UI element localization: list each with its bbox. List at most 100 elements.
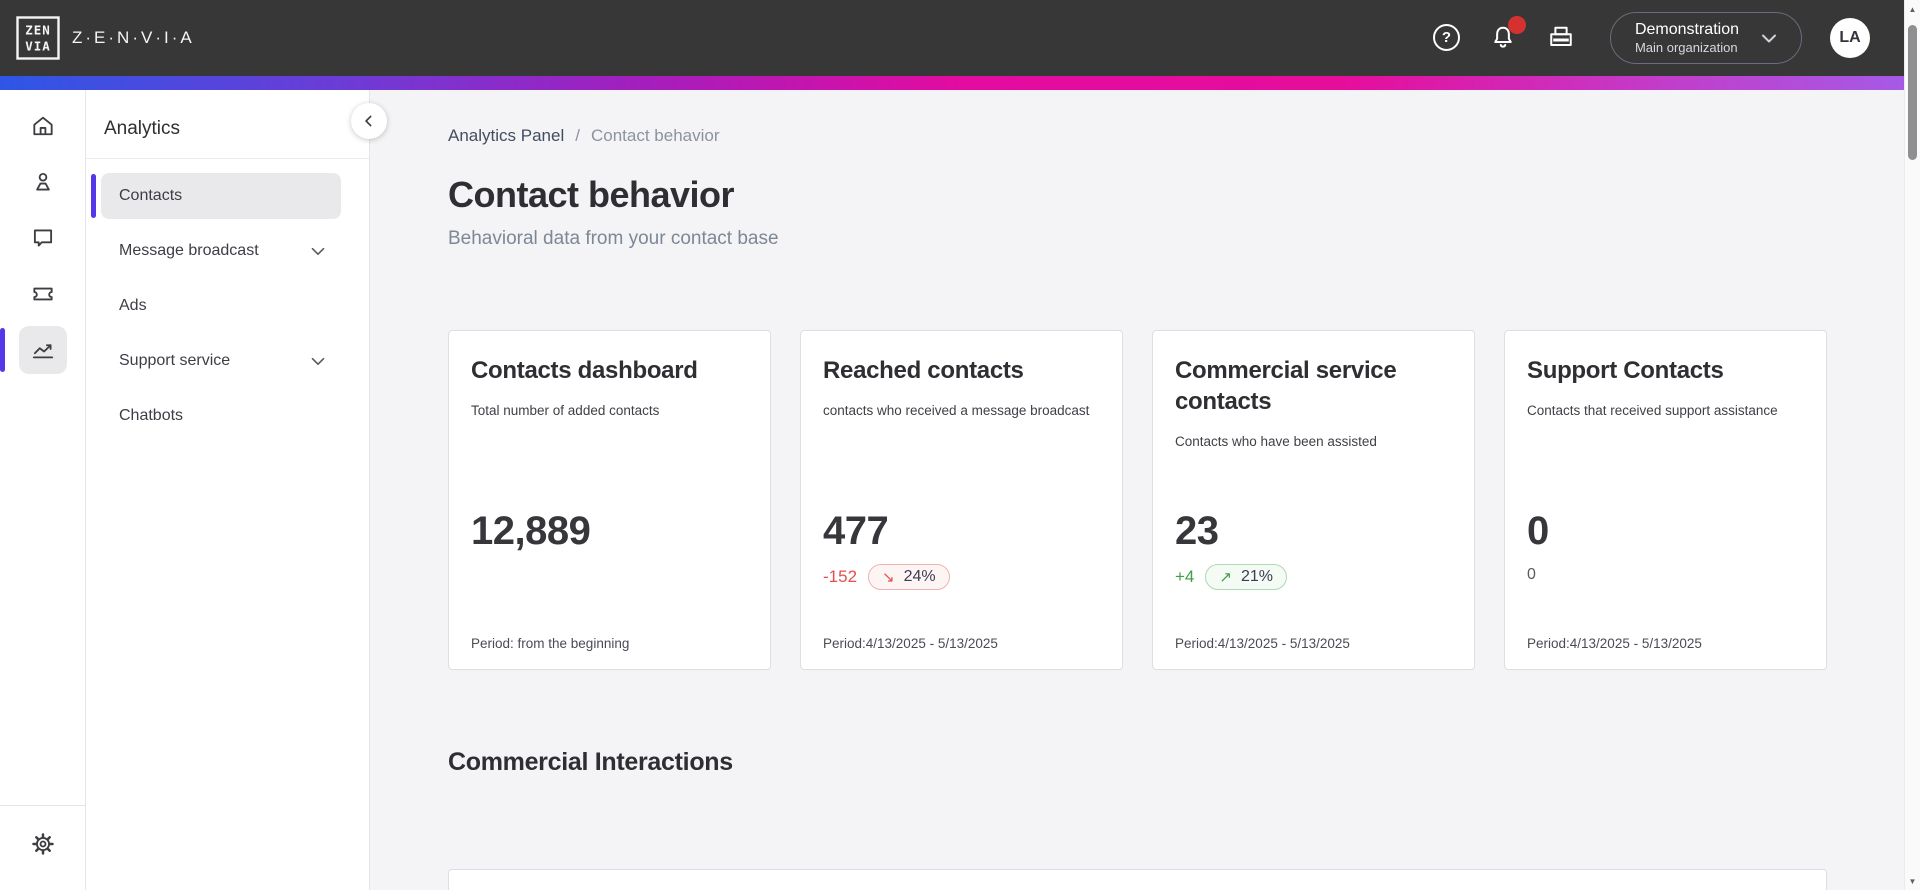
delta-value: 0 xyxy=(1527,566,1536,583)
scroll-up-arrow[interactable]: ▲ xyxy=(1908,5,1917,14)
trend-percent: 24% xyxy=(903,568,936,585)
rail-divider xyxy=(0,805,85,806)
printer-icon xyxy=(1546,23,1576,53)
stat-cards-row: Contacts dashboard Total number of added… xyxy=(448,330,1920,670)
trend-down-arrow-icon: ↘ xyxy=(882,569,895,586)
selected-accent-bar xyxy=(0,328,5,372)
card-title: Contacts dashboard xyxy=(471,357,698,384)
help-button[interactable]: ? xyxy=(1432,24,1460,52)
trend-badge-down: ↘ 24% xyxy=(868,564,950,590)
sidebar-item-label: Ads xyxy=(119,297,147,314)
chat-bubble-icon xyxy=(30,225,56,251)
card-description: contacts who received a message broadcas… xyxy=(823,403,1090,419)
organization-selector[interactable]: Demonstration Main organization xyxy=(1609,11,1802,65)
breadcrumb-current: Contact behavior xyxy=(590,126,720,145)
card-delta-row: -152 ↘ 24% xyxy=(823,564,1100,590)
svg-text:VIA: VIA xyxy=(25,39,51,54)
gear-icon xyxy=(30,831,56,857)
card-title: Support Contacts xyxy=(1527,357,1724,384)
card-title: Commercial service contacts xyxy=(1175,357,1397,416)
sidebar-collapse-button[interactable] xyxy=(351,103,387,139)
scroll-down-arrow[interactable]: ▼ xyxy=(1908,877,1917,886)
trend-percent: 21% xyxy=(1240,568,1273,585)
help-icon: ? xyxy=(1432,24,1460,52)
sidebar-item-support-service[interactable]: Support service xyxy=(101,338,341,384)
organization-subtitle: Main organization xyxy=(1634,39,1738,55)
sidebar-item-ads[interactable]: Ads xyxy=(101,283,341,329)
settings-button[interactable] xyxy=(19,820,67,868)
breadcrumb: Analytics Panel / Contact behavior xyxy=(448,126,1920,146)
trend-badge-up: ↗ 21% xyxy=(1205,564,1287,590)
card-contacts-dashboard: Contacts dashboard Total number of added… xyxy=(448,330,771,670)
card-period: Period:4/13/2025 - 5/13/2025 xyxy=(1175,636,1350,651)
main-content: Analytics Panel / Contact behavior Conta… xyxy=(370,90,1920,890)
scrollbar-thumb[interactable] xyxy=(1908,25,1917,160)
gradient-accent-bar xyxy=(0,76,1920,90)
rail-item-home[interactable] xyxy=(19,102,67,150)
card-description: Total number of added contacts xyxy=(471,403,660,419)
card-value: 0 xyxy=(1527,509,1549,553)
brand: ZEN VIA Z·E·N·V·I·A xyxy=(16,16,195,60)
card-support-contacts: Support Contacts Contacts that received … xyxy=(1504,330,1827,670)
card-period: Period:4/13/2025 - 5/13/2025 xyxy=(1527,636,1702,651)
card-value: 477 xyxy=(823,509,889,553)
card-commercial-service-contacts: Commercial service contacts Contacts who… xyxy=(1152,330,1475,670)
avatar[interactable]: LA xyxy=(1830,17,1870,58)
sidebar-item-contacts[interactable]: Contacts xyxy=(91,173,341,219)
top-header: ZEN VIA Z·E·N·V·I·A ? xyxy=(0,0,1920,76)
card-title: Reached contacts xyxy=(823,357,1024,384)
breadcrumb-analytics-panel[interactable]: Analytics Panel xyxy=(448,126,565,145)
svg-text:ZEN: ZEN xyxy=(25,23,51,38)
sidebar-item-label: Chatbots xyxy=(119,407,184,424)
rail-item-contacts[interactable] xyxy=(19,158,67,206)
home-icon xyxy=(30,113,56,139)
notification-badge xyxy=(1507,15,1526,34)
sidebar-divider xyxy=(86,158,369,159)
organization-name: Demonstration xyxy=(1634,20,1739,38)
person-icon xyxy=(30,169,56,195)
card-description: Contacts who have been assisted xyxy=(1175,434,1377,450)
card-value: 23 xyxy=(1175,509,1219,553)
zenvia-logo-icon: ZEN VIA xyxy=(16,16,60,60)
commercial-interactions-panel xyxy=(448,869,1827,890)
sidebar-item-label: Contacts xyxy=(119,187,183,204)
card-period: Period: from the beginning xyxy=(471,636,630,651)
sidebar-item-chatbots[interactable]: Chatbots xyxy=(101,393,341,439)
print-button[interactable] xyxy=(1546,23,1576,53)
chevron-down-icon xyxy=(1757,26,1781,50)
icon-rail xyxy=(0,90,86,890)
rail-item-conversations[interactable] xyxy=(19,214,67,262)
card-value-block: 12,889 xyxy=(471,509,748,554)
bell-icon xyxy=(1488,23,1518,53)
delta-value: -152 xyxy=(823,567,858,586)
card-reached-contacts: Reached contacts contacts who received a… xyxy=(800,330,1123,670)
sidebar-item-message-broadcast[interactable]: Message broadcast xyxy=(101,228,341,274)
breadcrumb-separator: / xyxy=(575,126,580,145)
section-heading-commercial-interactions: Commercial Interactions xyxy=(448,748,733,776)
rail-item-tickets[interactable] xyxy=(19,270,67,318)
rail-bottom xyxy=(0,805,85,890)
card-delta-row: +4 ↗ 21% xyxy=(1175,564,1452,590)
brand-name: Z·E·N·V·I·A xyxy=(72,28,195,47)
ticket-icon xyxy=(30,281,56,307)
card-value-block: 0 0 xyxy=(1527,509,1804,584)
chevron-left-icon xyxy=(359,111,379,131)
sidebar-item-label: Support service xyxy=(119,352,231,369)
chevron-down-icon xyxy=(307,350,329,372)
card-value-block: 477 -152 ↘ 24% xyxy=(823,509,1100,590)
sidebar-item-label: Message broadcast xyxy=(119,242,259,259)
vertical-scrollbar[interactable]: ▲ ▼ xyxy=(1904,0,1920,890)
sidebar-menu: Contacts Message broadcast Ads Support s… xyxy=(86,159,369,439)
rail-item-analytics[interactable] xyxy=(0,326,67,374)
delta-value: +4 xyxy=(1175,567,1195,586)
card-value-block: 23 +4 ↗ 21% xyxy=(1175,509,1452,590)
analytics-sidebar: Analytics Contacts Message broadcast Ads… xyxy=(86,90,387,890)
header-actions: ? Demonstration Ma xyxy=(1432,11,1870,65)
page-subtitle: Behavioral data from your contact base xyxy=(448,228,779,249)
line-chart-icon xyxy=(30,337,56,363)
card-description: Contacts that received support assistanc… xyxy=(1527,403,1778,419)
card-value: 12,889 xyxy=(471,509,591,553)
notifications-button[interactable] xyxy=(1488,15,1526,53)
card-period: Period:4/13/2025 - 5/13/2025 xyxy=(823,636,998,651)
chevron-down-icon xyxy=(307,240,329,262)
